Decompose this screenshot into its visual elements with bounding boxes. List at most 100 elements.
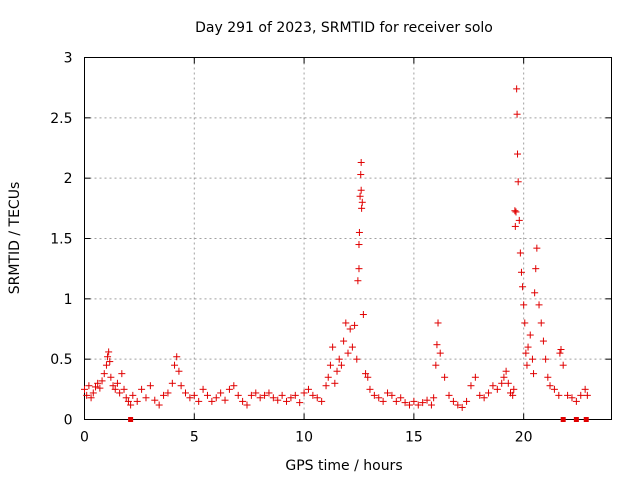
data-point <box>433 341 441 349</box>
data-point <box>526 331 534 339</box>
data-point <box>550 385 558 393</box>
data-point <box>142 394 150 402</box>
data-point <box>104 353 112 361</box>
data-point <box>96 384 104 392</box>
data-point <box>401 399 409 407</box>
y-axis-label: SRMTID / TECUs <box>7 182 23 295</box>
data-point <box>458 403 466 411</box>
data-point <box>291 391 299 399</box>
data-point <box>502 367 510 375</box>
data-point <box>514 178 522 186</box>
data-point <box>535 301 543 309</box>
data-point <box>480 394 488 402</box>
data-point <box>337 361 345 369</box>
data-point <box>118 370 126 378</box>
data-point <box>113 379 121 387</box>
x-tick-label: 5 <box>190 430 199 446</box>
data-point <box>427 401 435 409</box>
data-point <box>313 394 321 402</box>
data-point <box>379 397 387 405</box>
data-point <box>564 391 572 399</box>
data-point <box>146 382 154 390</box>
data-point <box>449 397 457 405</box>
data-point <box>568 394 576 402</box>
data-point <box>208 397 216 405</box>
data-point <box>430 394 438 402</box>
data-point <box>199 385 207 393</box>
data-point <box>278 391 286 399</box>
data-point <box>528 355 536 363</box>
data-point <box>81 385 88 393</box>
data-point <box>423 396 431 404</box>
data-point <box>252 389 260 397</box>
data-point <box>516 249 524 257</box>
data-point <box>344 349 352 357</box>
data-point <box>342 319 350 327</box>
data-point <box>171 361 179 369</box>
data-point <box>358 198 366 206</box>
data-point <box>542 355 550 363</box>
data-point <box>489 382 497 390</box>
data-point <box>485 389 493 397</box>
data-point <box>517 268 525 276</box>
y-tick-label: 0 <box>64 413 73 429</box>
data-point <box>511 222 519 230</box>
zero-marker <box>128 417 134 422</box>
data-point <box>581 385 589 393</box>
data-point <box>357 158 365 166</box>
y-tick-label: 3 <box>64 51 73 67</box>
data-point <box>160 391 168 399</box>
data-point <box>283 397 291 405</box>
data-point <box>331 379 339 387</box>
data-point <box>120 385 128 393</box>
data-point <box>133 397 141 405</box>
data-point <box>247 391 255 399</box>
data-point <box>87 394 95 402</box>
data-point <box>105 348 113 356</box>
x-tick-label: 15 <box>405 430 423 446</box>
data-point <box>370 391 378 399</box>
data-point <box>98 377 106 385</box>
data-point <box>375 394 383 402</box>
data-point <box>532 265 540 273</box>
data-point <box>274 396 282 404</box>
data-point <box>309 391 317 399</box>
zero-marker <box>583 417 589 422</box>
data-point <box>441 373 449 381</box>
data-point <box>362 370 370 378</box>
data-point <box>346 325 354 333</box>
x-axis-label: GPS time / hours <box>285 458 402 474</box>
data-point <box>304 385 312 393</box>
data-point <box>138 385 146 393</box>
data-point <box>348 343 356 351</box>
axis-ticks <box>84 57 612 420</box>
data-point <box>351 321 359 329</box>
data-point <box>340 337 348 345</box>
data-point <box>500 373 508 381</box>
data-point <box>354 277 362 285</box>
data-point <box>366 385 374 393</box>
data-point <box>203 391 211 399</box>
data-point <box>513 110 521 118</box>
data-point <box>463 397 471 405</box>
data-point <box>583 391 591 399</box>
data-point <box>467 382 475 390</box>
data-point <box>546 382 554 390</box>
data-point <box>100 370 108 378</box>
data-point <box>225 385 233 393</box>
data-point <box>523 361 531 369</box>
data-point <box>513 85 521 93</box>
x-tick-label: 20 <box>515 430 533 446</box>
data-point <box>83 391 91 399</box>
data-point <box>471 373 479 381</box>
data-point <box>414 401 422 409</box>
data-point <box>557 346 565 354</box>
data-point <box>239 397 247 405</box>
y-tick-label: 1.5 <box>50 232 72 248</box>
data-point <box>515 216 523 224</box>
data-point <box>539 337 547 345</box>
data-point <box>116 389 124 397</box>
data-point <box>151 396 159 404</box>
data-point <box>329 343 337 351</box>
